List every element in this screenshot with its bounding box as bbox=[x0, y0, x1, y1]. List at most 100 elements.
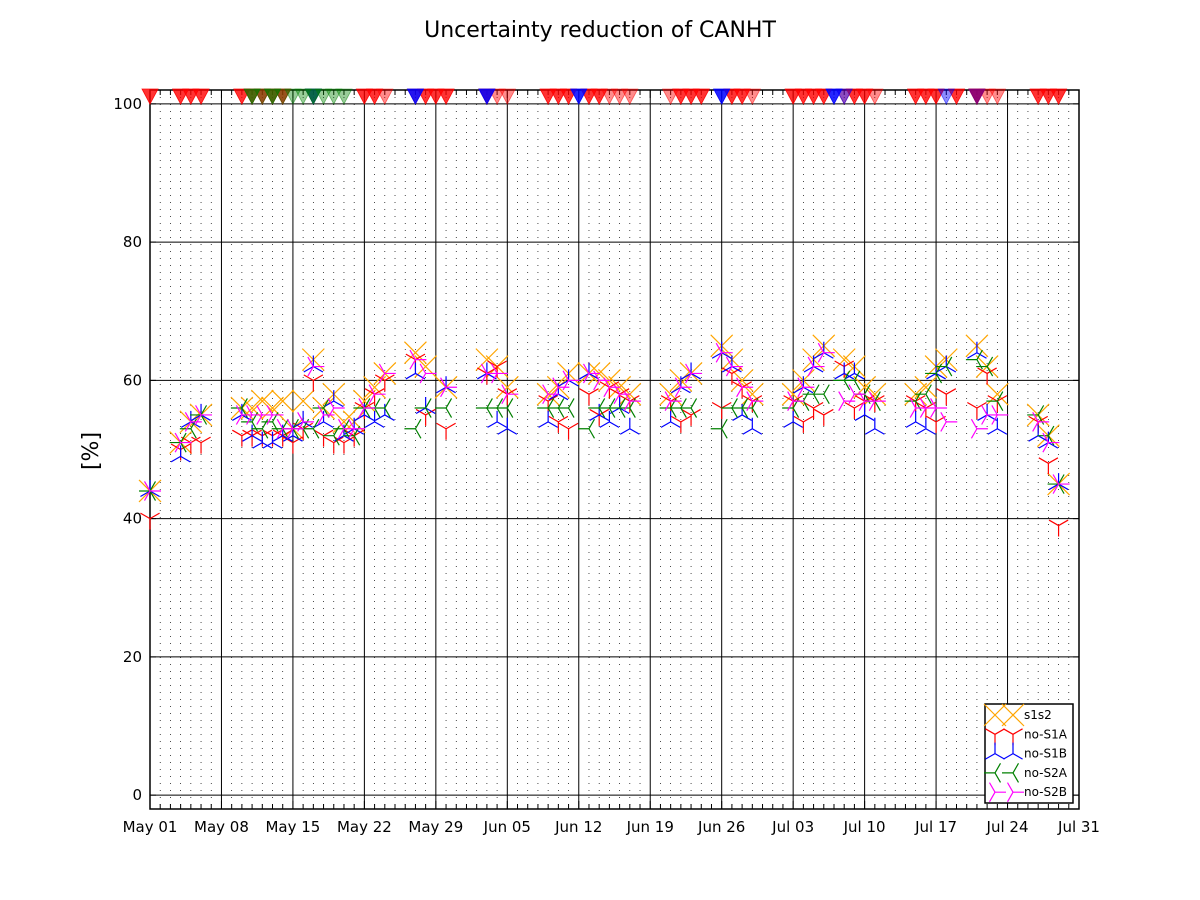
data-point bbox=[303, 355, 324, 373]
data-point bbox=[242, 424, 262, 442]
data-point bbox=[235, 405, 253, 425]
plot-frame bbox=[149, 89, 1080, 810]
top-marker bbox=[478, 88, 496, 105]
data-point bbox=[670, 415, 691, 433]
y-tick-label: 80 bbox=[123, 233, 142, 251]
y-tick-label: 20 bbox=[123, 648, 142, 666]
data-point bbox=[732, 403, 752, 421]
data-point bbox=[404, 418, 422, 439]
legend-marker bbox=[1002, 763, 1020, 783]
data-point bbox=[435, 398, 453, 418]
data-point bbox=[919, 398, 937, 418]
data-point bbox=[848, 384, 866, 405]
data-point bbox=[491, 363, 509, 384]
data-point bbox=[538, 395, 559, 413]
x-tick-label: Jun 19 bbox=[626, 818, 674, 836]
data-point bbox=[283, 436, 303, 454]
minor-grid bbox=[159, 90, 1070, 809]
data-point bbox=[681, 408, 701, 426]
data-point bbox=[864, 417, 885, 435]
data-point bbox=[905, 410, 926, 428]
data-point bbox=[608, 398, 626, 418]
data-point bbox=[711, 401, 732, 420]
legend-label: no-S1A bbox=[1024, 727, 1068, 741]
data-point bbox=[833, 370, 851, 391]
data-point bbox=[711, 341, 732, 359]
x-tick-label: May 29 bbox=[408, 818, 463, 836]
data-point bbox=[965, 349, 983, 370]
legend-marker bbox=[1001, 703, 1025, 727]
x-tick-label: May 01 bbox=[123, 818, 178, 836]
data-point bbox=[1038, 431, 1059, 449]
data-point bbox=[266, 405, 284, 425]
data-point bbox=[987, 417, 1008, 435]
data-point bbox=[930, 398, 948, 418]
data-point bbox=[140, 479, 160, 498]
data-point bbox=[844, 401, 865, 420]
top-marker bbox=[406, 88, 425, 105]
data-point bbox=[496, 398, 514, 418]
top-marker bbox=[437, 88, 455, 105]
data-point bbox=[603, 377, 621, 398]
data-point bbox=[415, 397, 436, 415]
major-grid bbox=[149, 90, 1080, 809]
data-point bbox=[618, 398, 636, 418]
legend: s1s2 no-S1A no-S1B no-S2A no-S2B bbox=[983, 703, 1074, 804]
top-marker bbox=[335, 88, 353, 105]
data-point bbox=[619, 417, 640, 435]
data-point bbox=[797, 377, 815, 398]
data-point bbox=[374, 374, 395, 392]
data-point bbox=[291, 389, 315, 413]
data-point bbox=[373, 398, 391, 418]
data-point bbox=[537, 398, 555, 418]
data-point bbox=[501, 384, 519, 405]
legend-marker bbox=[985, 742, 1005, 760]
data-point bbox=[864, 395, 885, 413]
data-point bbox=[787, 391, 805, 411]
data-point bbox=[191, 403, 211, 421]
data-point bbox=[577, 418, 595, 439]
data-point bbox=[1037, 425, 1055, 446]
legend-item: no-S2B bbox=[988, 782, 1067, 803]
data-point bbox=[742, 395, 763, 413]
data-point bbox=[230, 398, 248, 418]
data-point bbox=[548, 383, 569, 401]
x-tick-label: Jun 12 bbox=[554, 818, 602, 836]
data-point bbox=[807, 356, 825, 377]
data-point bbox=[415, 408, 436, 426]
data-point bbox=[190, 405, 208, 425]
data-point bbox=[685, 363, 703, 384]
data-point bbox=[378, 363, 396, 384]
data-point bbox=[817, 342, 835, 363]
data-point bbox=[486, 398, 504, 418]
data-point bbox=[967, 401, 987, 420]
data-point bbox=[598, 398, 616, 418]
data-point bbox=[348, 418, 366, 439]
data-point bbox=[715, 342, 733, 363]
data-point bbox=[436, 376, 456, 394]
data-point bbox=[970, 418, 988, 439]
top-marker bbox=[988, 88, 1006, 105]
data-point bbox=[1042, 432, 1060, 453]
data-point bbox=[725, 356, 743, 377]
data-point bbox=[582, 363, 600, 384]
data-point bbox=[409, 349, 427, 370]
data-point bbox=[358, 398, 376, 418]
legend-label: s1s2 bbox=[1024, 708, 1052, 722]
top-marker bbox=[743, 88, 761, 105]
legend-label: no-S1B bbox=[1024, 747, 1067, 761]
data-point bbox=[322, 425, 340, 446]
data-point bbox=[793, 415, 814, 433]
legend-marker bbox=[983, 703, 1007, 727]
y-tick-label: 40 bbox=[123, 510, 142, 528]
series-no-S2B bbox=[143, 342, 1070, 501]
data-point bbox=[981, 405, 999, 425]
data-point bbox=[548, 415, 569, 433]
data-point bbox=[680, 398, 698, 418]
data-point bbox=[303, 374, 324, 392]
top-marker bbox=[692, 88, 710, 105]
data-point bbox=[323, 436, 344, 454]
data-point bbox=[925, 363, 943, 384]
data-point bbox=[353, 398, 371, 418]
